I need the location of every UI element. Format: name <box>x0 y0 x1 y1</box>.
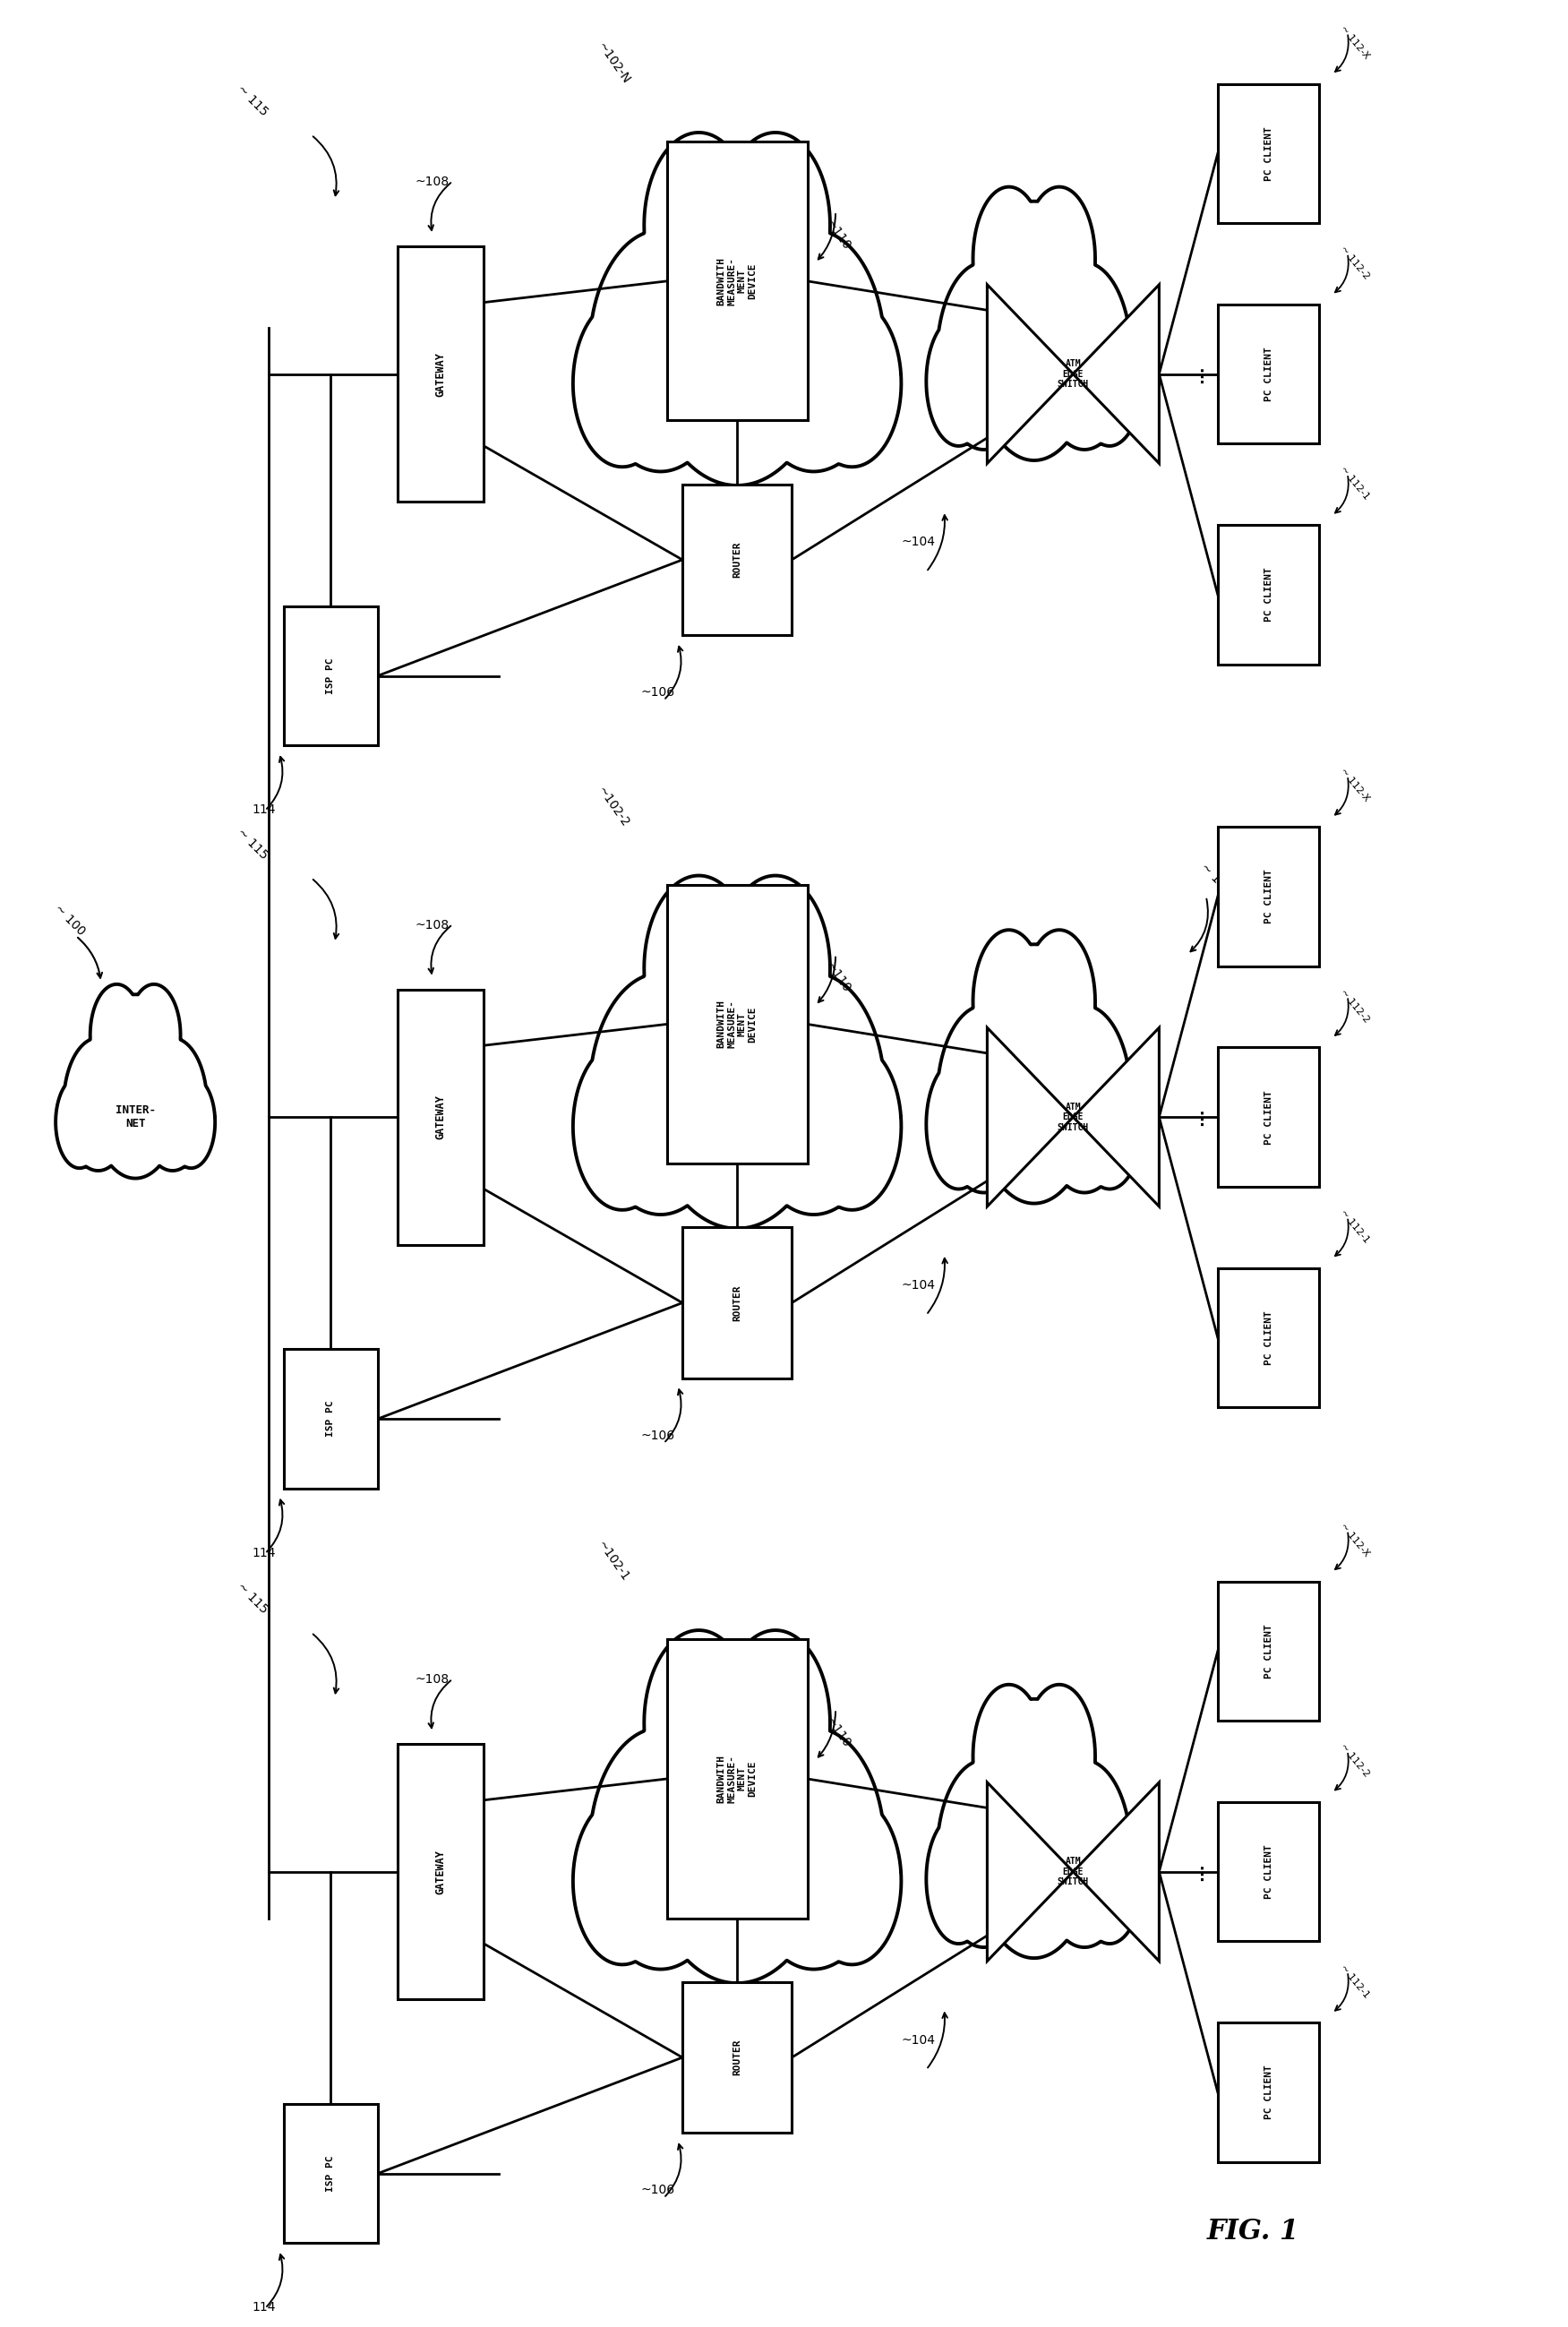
Text: ISP PC: ISP PC <box>326 2155 336 2192</box>
Text: PC CLIENT: PC CLIENT <box>1264 568 1273 621</box>
Text: ~104: ~104 <box>902 2034 935 2045</box>
Polygon shape <box>1073 1782 1159 1962</box>
Text: 114: 114 <box>252 803 276 817</box>
Polygon shape <box>927 186 1142 461</box>
Text: ISP PC: ISP PC <box>326 659 336 693</box>
Text: ~ 112-X: ~ 112-X <box>1338 1522 1370 1559</box>
Text: FIG. 1: FIG. 1 <box>1207 2218 1300 2246</box>
Text: ~ 112-2: ~ 112-2 <box>1338 244 1370 282</box>
Text: PC CLIENT: PC CLIENT <box>1264 1624 1273 1678</box>
Text: ~ 112-X: ~ 112-X <box>1338 23 1370 61</box>
Bar <box>397 1743 483 1999</box>
Polygon shape <box>1073 1029 1159 1205</box>
Bar <box>1218 305 1319 444</box>
Bar <box>397 247 483 503</box>
Text: ~ 115: ~ 115 <box>235 1580 270 1617</box>
Polygon shape <box>927 1685 1142 1957</box>
Text: ROUTER: ROUTER <box>732 1285 742 1322</box>
Text: ~ 112-X: ~ 112-X <box>1338 768 1370 803</box>
Text: ~108: ~108 <box>416 177 450 188</box>
Text: ~ 115: ~ 115 <box>1198 861 1234 896</box>
Text: PC CLIENT: PC CLIENT <box>1264 347 1273 400</box>
Text: BANDWITH
MEASURE-
MENT
DEVICE: BANDWITH MEASURE- MENT DEVICE <box>717 1001 757 1049</box>
Polygon shape <box>988 284 1073 463</box>
Text: ~110: ~110 <box>823 961 853 996</box>
Text: ~ 115: ~ 115 <box>235 84 270 119</box>
Bar <box>1218 826 1319 966</box>
Bar <box>1218 2022 1319 2162</box>
Text: ~ 112-1: ~ 112-1 <box>1338 1964 1370 1999</box>
Bar <box>397 989 483 1245</box>
Text: ~104: ~104 <box>902 535 935 549</box>
Text: GATEWAY: GATEWAY <box>434 1094 445 1140</box>
Text: PC CLIENT: PC CLIENT <box>1264 1845 1273 1899</box>
Text: ...: ... <box>1190 1108 1206 1126</box>
Polygon shape <box>572 1631 902 1983</box>
Text: PC CLIENT: PC CLIENT <box>1264 1310 1273 1366</box>
Text: ~ 112-1: ~ 112-1 <box>1338 465 1370 503</box>
Text: INTER-
NET: INTER- NET <box>114 1105 155 1129</box>
Text: ISP PC: ISP PC <box>326 1401 336 1438</box>
Text: BANDWITH
MEASURE-
MENT
DEVICE: BANDWITH MEASURE- MENT DEVICE <box>717 256 757 305</box>
Bar <box>666 884 808 1164</box>
Text: ...: ... <box>1190 1862 1206 1880</box>
Text: ~106: ~106 <box>640 1429 674 1443</box>
Text: PC CLIENT: PC CLIENT <box>1264 2064 1273 2120</box>
Text: ~110: ~110 <box>823 216 853 251</box>
Bar <box>682 1983 792 2134</box>
Bar <box>1218 1268 1319 1408</box>
Polygon shape <box>988 1029 1073 1205</box>
Text: 114: 114 <box>252 1547 276 1559</box>
Bar <box>666 1641 808 1917</box>
Text: ROUTER: ROUTER <box>732 2038 742 2076</box>
Text: ...: ... <box>1190 365 1206 384</box>
Bar <box>1218 1047 1319 1187</box>
Bar <box>284 607 378 745</box>
Text: ~108: ~108 <box>416 919 450 931</box>
Text: ~ 112-1: ~ 112-1 <box>1338 1208 1370 1245</box>
Text: ~ 100: ~ 100 <box>52 903 88 938</box>
Bar <box>1218 1801 1319 1941</box>
Bar <box>1218 1582 1319 1720</box>
Text: ~110: ~110 <box>823 1715 853 1750</box>
Bar <box>682 484 792 635</box>
Text: BANDWITH
MEASURE-
MENT
DEVICE: BANDWITH MEASURE- MENT DEVICE <box>717 1755 757 1803</box>
Text: PC CLIENT: PC CLIENT <box>1264 1089 1273 1145</box>
Text: ~ 115: ~ 115 <box>235 826 270 861</box>
Text: ATM
EDGE
SWITCH: ATM EDGE SWITCH <box>1057 1857 1088 1887</box>
Text: ~102-N: ~102-N <box>594 40 632 86</box>
Text: ATM
EDGE
SWITCH: ATM EDGE SWITCH <box>1057 1103 1088 1131</box>
Text: GATEWAY: GATEWAY <box>434 351 445 396</box>
Bar <box>682 1226 792 1378</box>
Text: GATEWAY: GATEWAY <box>434 1850 445 1894</box>
Bar <box>284 1350 378 1489</box>
Text: ~ 112-2: ~ 112-2 <box>1338 1743 1370 1778</box>
Text: ~ 112-2: ~ 112-2 <box>1338 987 1370 1024</box>
Text: PC CLIENT: PC CLIENT <box>1264 126 1273 182</box>
Bar <box>1218 526 1319 663</box>
Text: 114: 114 <box>252 2301 276 2313</box>
Text: ~106: ~106 <box>640 2185 674 2197</box>
Text: ~106: ~106 <box>640 686 674 698</box>
Text: ~104: ~104 <box>902 1280 935 1291</box>
Polygon shape <box>1073 284 1159 463</box>
Bar <box>284 2104 378 2243</box>
Polygon shape <box>988 1782 1073 1962</box>
Polygon shape <box>55 984 215 1177</box>
Bar <box>1218 84 1319 223</box>
Text: ~108: ~108 <box>416 1673 450 1687</box>
Polygon shape <box>572 133 902 486</box>
Text: ROUTER: ROUTER <box>732 542 742 577</box>
Text: ~102-1: ~102-1 <box>594 1538 632 1585</box>
Bar <box>666 142 808 421</box>
Text: ~102-2: ~102-2 <box>594 784 632 828</box>
Polygon shape <box>927 931 1142 1203</box>
Text: PC CLIENT: PC CLIENT <box>1264 870 1273 924</box>
Text: ATM
EDGE
SWITCH: ATM EDGE SWITCH <box>1057 358 1088 389</box>
Polygon shape <box>572 875 902 1229</box>
